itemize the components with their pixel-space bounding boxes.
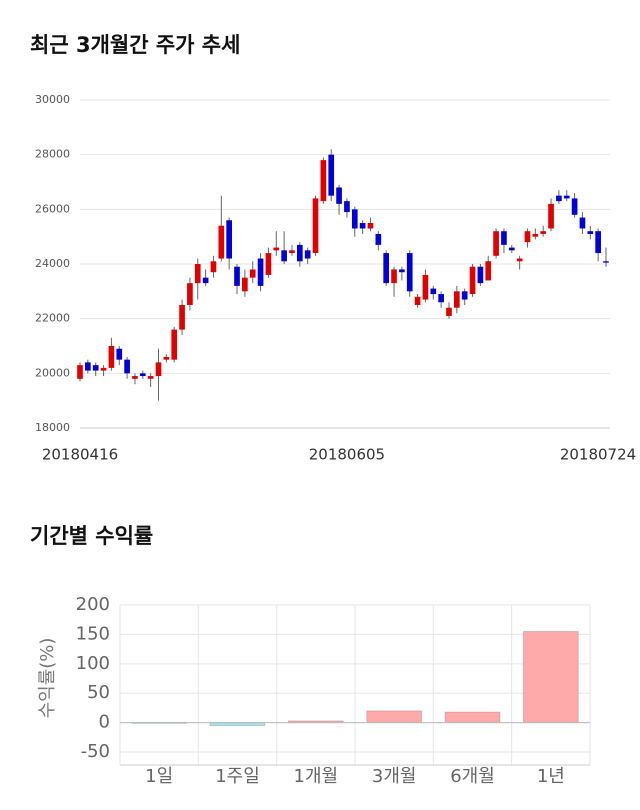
- candle-body: [289, 250, 295, 254]
- y-tick-label: 100: [76, 653, 110, 674]
- candle-body: [532, 233, 539, 237]
- candle-body: [139, 373, 146, 377]
- candle-body: [124, 359, 130, 374]
- candle-body: [367, 223, 374, 229]
- candle-body: [336, 187, 342, 204]
- chart-title: 최근 3개월간 주가 추세: [30, 33, 240, 57]
- x-tick-label: 20180724: [560, 446, 636, 464]
- candle-body: [234, 266, 240, 286]
- bar: [444, 711, 501, 724]
- y-tick-label: 20000: [35, 366, 70, 379]
- y-tick-label: 18000: [35, 421, 70, 434]
- candle-body: [179, 305, 185, 330]
- x-tick-label: 1년: [537, 766, 565, 787]
- candle-body: [516, 258, 523, 262]
- candle-body: [242, 277, 248, 292]
- x-tick-label: 20180605: [309, 446, 385, 464]
- candle-body: [454, 291, 460, 308]
- candle-body: [85, 362, 91, 371]
- candle-body: [461, 291, 468, 300]
- x-tick-label: 1주일: [215, 766, 260, 787]
- candle-body: [249, 269, 256, 278]
- candle-body: [194, 264, 201, 284]
- candle-body: [406, 253, 413, 292]
- candle-body: [548, 203, 554, 229]
- candle-body: [563, 195, 570, 199]
- y-tick-label: 24000: [35, 257, 70, 270]
- x-tick-label: 20180416: [42, 446, 118, 464]
- candle-body: [296, 244, 303, 262]
- y-tick-label: 150: [76, 623, 110, 644]
- candle-body: [273, 247, 280, 251]
- candle-body: [171, 329, 178, 360]
- y-tick-label: 26000: [35, 202, 70, 215]
- candle-body: [595, 231, 601, 254]
- y-axis-label: 수익률(%): [37, 638, 58, 719]
- candle-body: [485, 261, 492, 281]
- candle-body: [359, 223, 366, 229]
- candle-body: [430, 288, 437, 295]
- candle-body: [312, 198, 319, 254]
- candle-body: [524, 231, 531, 243]
- y-tick-label: 50: [87, 682, 110, 703]
- candle-body: [116, 348, 123, 360]
- candle-body: [587, 231, 594, 234]
- candle-body: [351, 209, 358, 229]
- candle-body: [155, 362, 162, 377]
- candle-body: [446, 307, 452, 316]
- y-tick-label: 22000: [35, 312, 70, 325]
- candle-body: [257, 258, 264, 286]
- candle-body: [477, 266, 484, 284]
- candle-body: [281, 250, 287, 262]
- candle-body: [422, 274, 429, 300]
- candle-body: [147, 376, 154, 379]
- candle-body: [383, 253, 390, 284]
- chart-title: 기간별 수익률: [30, 524, 153, 548]
- candle-body: [603, 261, 609, 263]
- candle-body: [399, 269, 405, 273]
- candle-body: [210, 261, 217, 273]
- x-tick-label: 6개월: [450, 766, 495, 787]
- candle-body: [218, 225, 225, 259]
- bar: [522, 630, 579, 724]
- candle-body: [493, 231, 499, 256]
- y-tick-label: 0: [99, 712, 110, 733]
- candle-body: [226, 220, 232, 259]
- candle-body: [265, 253, 272, 275]
- candle-body: [375, 233, 382, 245]
- x-tick-label: 3개월: [372, 766, 417, 787]
- candle-body: [92, 365, 99, 371]
- candle-body: [508, 247, 515, 251]
- candle-body: [77, 365, 83, 379]
- candle-body: [328, 154, 335, 196]
- candle-body: [202, 277, 209, 284]
- candle-body: [556, 195, 562, 202]
- candle-body: [438, 294, 444, 303]
- y-tick-label: 28000: [35, 148, 70, 161]
- candle-body: [571, 198, 578, 215]
- candle-body: [108, 346, 115, 368]
- candle-body: [100, 367, 107, 371]
- y-tick-label: 200: [76, 594, 110, 615]
- candle-body: [579, 217, 586, 229]
- candle-body: [414, 296, 421, 305]
- candle-body: [391, 269, 397, 284]
- x-tick-label: 1개월: [294, 766, 339, 787]
- candle-body: [344, 201, 350, 213]
- candle-body: [304, 250, 311, 259]
- candle-body: [163, 356, 170, 360]
- candle-body: [132, 376, 138, 379]
- candle-body: [501, 231, 507, 245]
- y-tick-label: 30000: [35, 93, 70, 106]
- candle-body: [540, 231, 547, 234]
- y-tick-label: -50: [81, 741, 110, 762]
- candle-body: [469, 266, 476, 295]
- candle-body: [320, 160, 327, 202]
- candle-body: [187, 283, 193, 305]
- x-tick-label: 1일: [145, 766, 173, 787]
- bar: [366, 710, 423, 724]
